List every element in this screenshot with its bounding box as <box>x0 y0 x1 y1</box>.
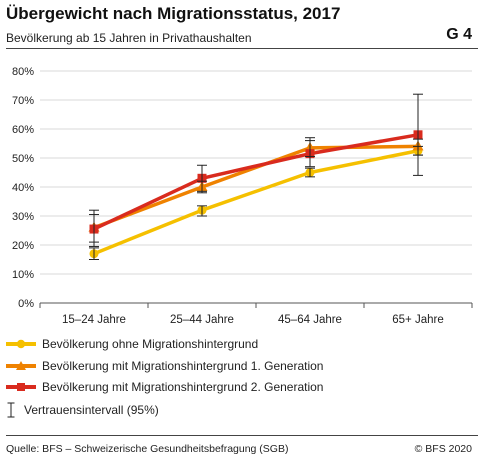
legend-label: Vertrauensintervall (95%) <box>24 403 159 417</box>
series-line-3 <box>93 133 419 231</box>
y-tick-label: 0% <box>18 298 34 310</box>
legend-marker-circle <box>6 339 36 349</box>
legend-marker-triangle <box>6 361 36 370</box>
error-bar-icon <box>7 402 15 418</box>
y-tick-label: 20% <box>12 240 34 252</box>
x-tick-label: 45–64 Jahre <box>278 314 342 326</box>
legend-label: Bevölkerung ohne Migrationshintergrund <box>42 337 259 351</box>
x-tick-label: 15–24 Jahre <box>62 314 126 326</box>
legend-label: Bevölkerung mit Migrationshintergrund 1.… <box>42 359 324 373</box>
x-tick-label: 65+ Jahre <box>392 314 443 326</box>
y-tick-label: 70% <box>12 95 34 107</box>
x-tick-label: 25–44 Jahre <box>170 314 234 326</box>
legend-item-ci: Vertrauensintervall (95%) <box>6 401 159 419</box>
legend-item-series-3: Bevölkerung mit Migrationshintergrund 2.… <box>6 378 323 396</box>
chart-title: Übergewicht nach Migrationsstatus, 2017 <box>6 4 341 23</box>
legend-item-series-2: Bevölkerung mit Migrationshintergrund 1.… <box>6 357 323 375</box>
y-tick-label: 80% <box>12 66 34 78</box>
legend-marker-square <box>6 383 36 391</box>
y-tick-label: 10% <box>12 269 34 281</box>
legend-label: Bevölkerung mit Migrationshintergrund 2.… <box>42 380 324 394</box>
y-tick-label: 40% <box>12 182 34 194</box>
y-tick-label: 60% <box>12 124 34 136</box>
header-divider <box>6 48 478 49</box>
series-line-1 <box>93 149 419 256</box>
y-tick-label: 30% <box>12 211 34 223</box>
y-tick-label: 50% <box>12 153 34 165</box>
chart-subtitle: Bevölkerung ab 15 Jahren in Privathausha… <box>6 31 252 45</box>
source-note: Quelle: BFS – Schweizerische Gesundheits… <box>6 443 289 455</box>
chart-code: G 4 <box>446 26 472 43</box>
line-chart: 0% 10% 20% 30% 40% 50% 60% 70% 80% 15–24 Jahre 25–… <box>12 66 473 326</box>
legend-item-series-1: Bevölkerung ohne Migrationshintergrund <box>6 335 258 353</box>
footer-divider <box>6 435 478 436</box>
copyright-note: © BFS 2020 <box>414 443 472 455</box>
